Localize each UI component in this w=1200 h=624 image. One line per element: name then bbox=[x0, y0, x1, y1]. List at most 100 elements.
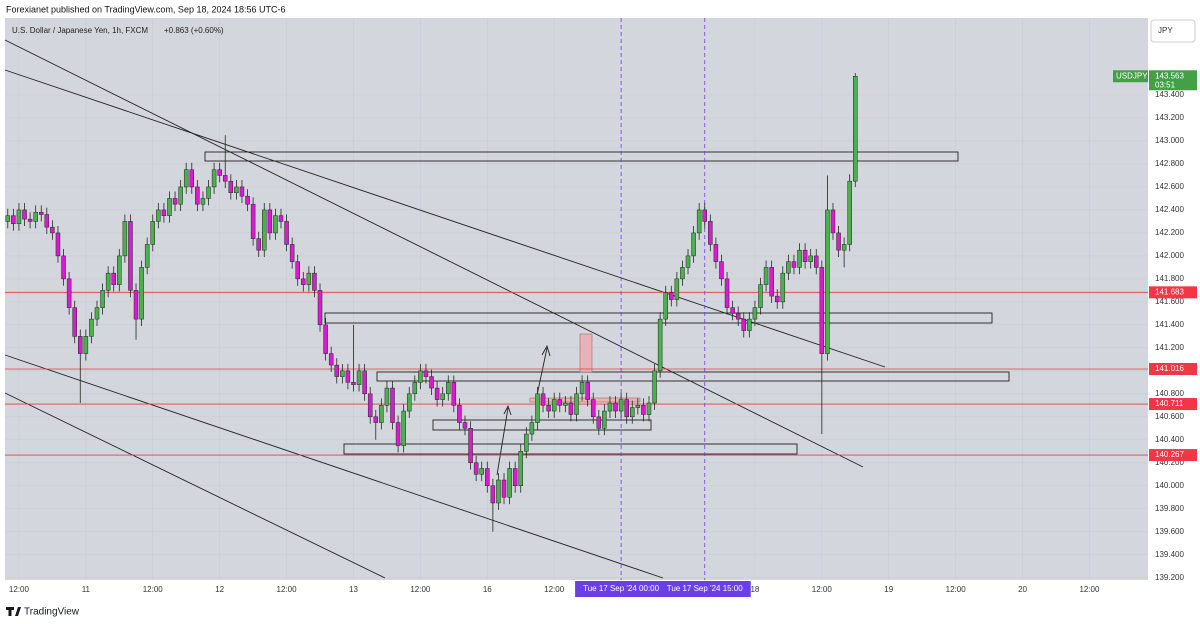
change-text: +0.863 (+0.60%) bbox=[164, 26, 224, 35]
candle-body bbox=[440, 393, 445, 400]
marker-tag-label: Tue 17 Sep '24 15:00 bbox=[667, 584, 744, 593]
candle-body bbox=[830, 209, 836, 234]
candle-body bbox=[574, 393, 579, 415]
zone-box bbox=[343, 443, 798, 455]
candle-body bbox=[479, 468, 484, 475]
candle-body bbox=[217, 169, 222, 176]
candle-body bbox=[602, 410, 607, 429]
plot-background bbox=[5, 18, 1148, 580]
level-tag bbox=[1149, 362, 1197, 375]
candle-body bbox=[663, 292, 668, 320]
x-tick-label: 19 bbox=[884, 585, 893, 594]
candle-body bbox=[89, 318, 94, 337]
candle-body bbox=[607, 402, 613, 412]
candle-body bbox=[507, 468, 512, 498]
candle-body bbox=[401, 410, 406, 446]
candle-body bbox=[630, 407, 635, 418]
level-tag-label: 141.016 bbox=[1155, 364, 1184, 373]
x-tick-label: 12:00 bbox=[410, 585, 431, 594]
candle-body bbox=[5, 215, 11, 222]
candle-body bbox=[356, 370, 362, 385]
currency-button[interactable] bbox=[1150, 19, 1196, 43]
candle-body bbox=[825, 209, 830, 354]
arrow bbox=[496, 404, 512, 476]
candle-body bbox=[791, 261, 797, 268]
candle-body bbox=[808, 255, 813, 262]
candle-body bbox=[423, 370, 429, 377]
candle-body bbox=[802, 249, 808, 262]
candle-body bbox=[557, 399, 563, 406]
currency-label: JPY bbox=[1158, 26, 1173, 35]
candle-body bbox=[195, 186, 200, 205]
candle-body bbox=[367, 393, 373, 418]
candle-body bbox=[713, 244, 719, 262]
y-tick-label: 140.400 bbox=[1155, 435, 1184, 444]
zone-box bbox=[204, 151, 959, 162]
candle-body bbox=[72, 307, 77, 337]
candle-body bbox=[457, 405, 462, 423]
x-tick-label: 11 bbox=[82, 585, 91, 594]
candle-body bbox=[853, 76, 858, 182]
zone-box bbox=[432, 419, 652, 431]
level-tag bbox=[1149, 286, 1197, 299]
y-tick-label: 143.200 bbox=[1155, 113, 1184, 122]
candle-body bbox=[373, 416, 379, 423]
candle-body bbox=[250, 203, 256, 239]
candle-body bbox=[178, 186, 183, 205]
candle-body bbox=[273, 215, 278, 234]
trendline bbox=[4, 39, 864, 468]
candle-body bbox=[468, 428, 473, 464]
y-tick-label: 140.000 bbox=[1155, 481, 1184, 490]
zone-box bbox=[376, 371, 1010, 382]
candle-body bbox=[735, 313, 741, 320]
candle-body bbox=[518, 451, 523, 487]
candle-body bbox=[624, 399, 629, 418]
candle-body bbox=[641, 405, 646, 415]
y-tick-label: 142.200 bbox=[1155, 228, 1184, 237]
candle-body bbox=[613, 402, 618, 412]
y-tick-label: 141.400 bbox=[1155, 320, 1184, 329]
candle-body bbox=[579, 382, 585, 395]
candle-body bbox=[680, 267, 685, 280]
candle-body bbox=[78, 336, 83, 354]
y-tick-label: 140.200 bbox=[1155, 458, 1184, 467]
y-tick-label: 139.400 bbox=[1155, 550, 1184, 559]
candle-body bbox=[11, 215, 16, 224]
candle-body bbox=[429, 376, 434, 389]
candle-body bbox=[390, 387, 395, 423]
level-tag-label: 140.711 bbox=[1155, 399, 1184, 408]
candle-body bbox=[161, 209, 167, 216]
last-price-tag bbox=[1149, 70, 1197, 91]
candle-body bbox=[284, 221, 289, 245]
candle-body bbox=[262, 209, 267, 251]
y-tick-label: 143.400 bbox=[1155, 90, 1184, 99]
axes-layer: 139.200 139.400 139.600 139.800 140.000 140.2… bbox=[9, 70, 1197, 597]
candle-body bbox=[22, 209, 27, 220]
candle-body bbox=[524, 433, 529, 452]
candle-body bbox=[312, 272, 317, 291]
symbol-tag bbox=[1113, 70, 1148, 83]
level-tag bbox=[1149, 398, 1197, 411]
symbol-tag-label: USDJPY bbox=[1116, 71, 1148, 80]
candle-body bbox=[150, 221, 156, 245]
candle-body bbox=[501, 479, 507, 498]
candle-body bbox=[289, 244, 295, 262]
candle-body bbox=[758, 284, 763, 308]
candle-body bbox=[702, 209, 707, 222]
candle-body bbox=[485, 468, 490, 487]
candle-body bbox=[585, 382, 590, 400]
symbol-title: U.S. Dollar / Japanese Yen, 1h, FXCM bbox=[12, 26, 148, 35]
candle-body bbox=[724, 278, 730, 308]
x-tick-label: 12:00 bbox=[277, 585, 298, 594]
candle-body bbox=[691, 232, 696, 257]
countdown-label: 03:51 bbox=[1155, 80, 1176, 89]
zone-box bbox=[579, 333, 593, 373]
candle-body bbox=[512, 468, 518, 487]
candle-body bbox=[334, 364, 339, 377]
candle-body bbox=[234, 186, 239, 193]
candle-body bbox=[328, 353, 334, 366]
candle-body bbox=[256, 238, 261, 251]
candle-body bbox=[362, 370, 367, 395]
candle-body bbox=[657, 318, 663, 372]
